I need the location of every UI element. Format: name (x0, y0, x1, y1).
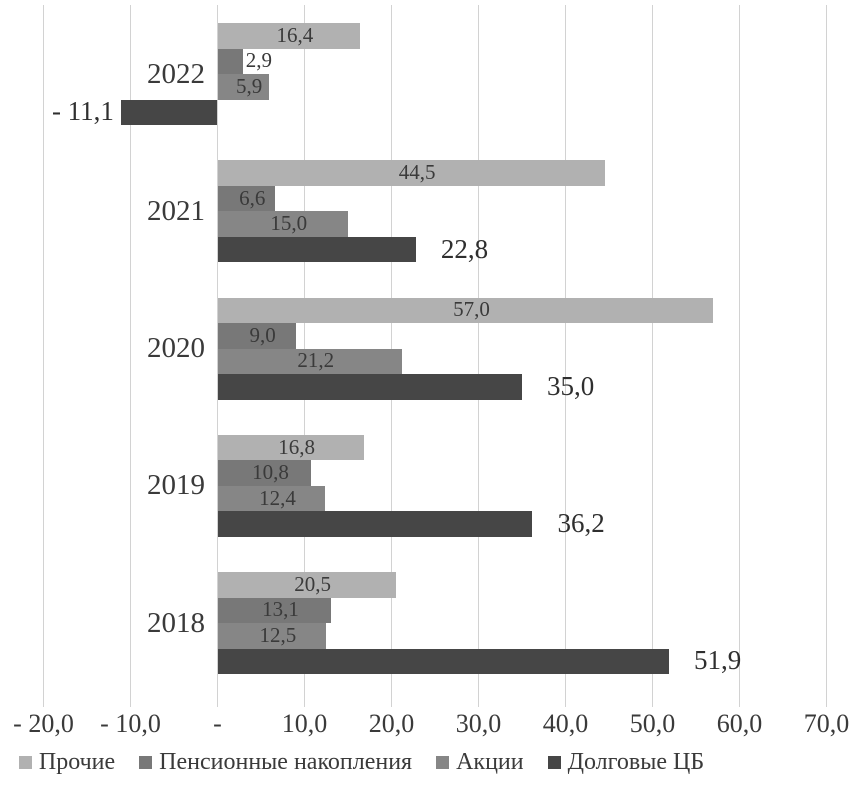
category-label: 2020 (147, 332, 205, 364)
value-label: 44,5 (398, 160, 436, 185)
bar-2019-series-0 (217, 434, 364, 461)
value-label: 16,8 (278, 434, 315, 459)
bar-2020-series-3 (217, 374, 522, 400)
category-label: 2018 (147, 606, 205, 639)
value-label: 2,9 (245, 48, 272, 73)
value-label: 5,9 (236, 73, 263, 98)
legend-swatch-icon (139, 755, 153, 769)
value-label: 12,5 (259, 622, 297, 647)
legend-label: Прочие (38, 749, 116, 775)
bar-2019-series-3 (217, 511, 533, 537)
gridline (43, 5, 44, 707)
gridline (130, 5, 131, 707)
legend-swatch-icon (547, 755, 561, 769)
x-axis-tick-label: - 10,0 (100, 709, 161, 738)
value-label: 21,2 (297, 348, 335, 373)
bar-2021-series-2 (217, 211, 348, 237)
value-label: 57,0 (453, 297, 490, 322)
legend-item: Прочие (18, 749, 116, 775)
bar-2018-series-3 (217, 648, 670, 674)
bar-2021-series-3 (217, 236, 416, 263)
value-label: 12,4 (259, 485, 296, 510)
bar-2018-series-0 (217, 572, 396, 598)
x-axis-tick-label: - (213, 709, 222, 738)
gridline (652, 5, 653, 707)
value-label: 51,9 (694, 645, 742, 676)
bar-2020-series-2 (217, 348, 402, 374)
bar-2022-series-0 (217, 23, 361, 49)
bar-2019-series-1 (217, 460, 312, 486)
x-axis-tick-label: 30,0 (455, 709, 502, 738)
value-label: 10,8 (252, 460, 289, 485)
value-label: 22,8 (440, 233, 489, 264)
value-label: 15,0 (270, 211, 308, 236)
gridline (826, 5, 827, 707)
legend-swatch-icon (18, 755, 32, 769)
bar-2019-series-2 (217, 485, 326, 512)
x-axis-tick-label: - 20,0 (13, 709, 74, 738)
value-label: 36,2 (557, 507, 605, 538)
value-label: 13,1 (262, 597, 299, 622)
legend-item: Долговые ЦБ (547, 749, 705, 775)
x-axis-tick-label: 60,0 (716, 709, 763, 738)
legend-item: Пенсионные накопления (139, 749, 412, 775)
bar-2018-series-1 (217, 597, 332, 623)
x-axis-tick-label: 10,0 (281, 709, 328, 738)
category-label: 2021 (147, 194, 205, 227)
bar-2021-series-1 (217, 185, 275, 212)
legend-label: Пенсионные накопления (159, 749, 413, 775)
bar-2022-series-3 (120, 99, 218, 125)
value-label: 20,5 (294, 571, 332, 596)
value-label: 6,6 (239, 185, 266, 210)
x-axis-tick-label: 70,0 (803, 709, 850, 738)
category-label: 2019 (147, 469, 205, 502)
legend-item: Акции (436, 749, 524, 775)
legend-label: Долговые ЦБ (567, 749, 705, 775)
x-axis-tick-label: 50,0 (629, 709, 676, 738)
legend-label: Акции (456, 749, 524, 775)
gridline (478, 5, 479, 707)
category-label: 2022 (147, 57, 205, 90)
bar-2020-series-1 (217, 323, 296, 349)
legend: Прочие Пенсионные накопления Акции Долговые… (0, 749, 853, 775)
x-axis-tick-label: 40,0 (542, 709, 589, 738)
bar-2022-series-2 (217, 74, 269, 100)
value-label: 16,4 (276, 22, 314, 47)
bar-2020-series-0 (217, 297, 714, 323)
bar-2021-series-0 (217, 160, 605, 186)
value-label: 9,0 (249, 322, 276, 347)
value-label: 35,0 (547, 370, 595, 401)
x-axis-tick-label: 20,0 (368, 709, 415, 738)
gridline (739, 5, 740, 707)
bar-2018-series-2 (217, 623, 327, 649)
value-label: - 11,1 (51, 96, 114, 127)
legend-swatch-icon (436, 755, 450, 769)
bar-2022-series-1 (217, 48, 243, 74)
gridline (565, 5, 566, 707)
